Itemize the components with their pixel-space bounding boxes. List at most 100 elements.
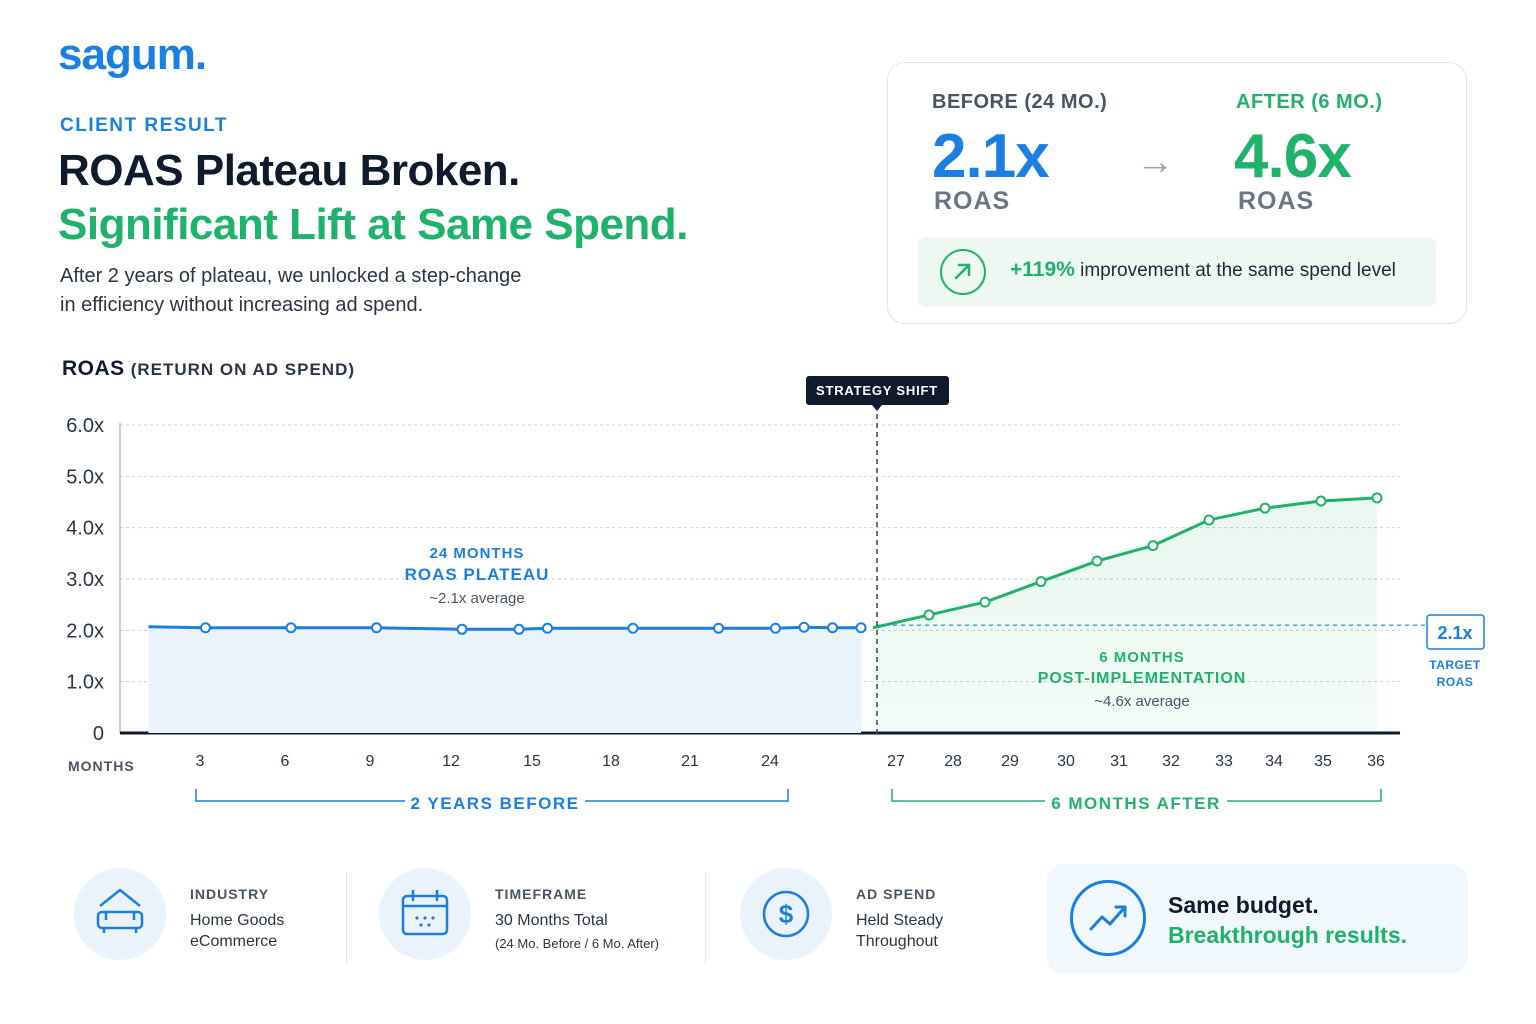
y-tick-label: 5.0x [66, 466, 104, 488]
brand-logo: sagum. [58, 30, 207, 79]
chart-title-main: ROAS [62, 357, 125, 380]
y-tick-label: 6.0x [66, 415, 104, 437]
target-badge [1426, 614, 1485, 650]
after-data-point [1315, 495, 1327, 507]
x-tick-label: 35 [1314, 753, 1332, 770]
before-data-point [456, 623, 468, 635]
svg-text:$: $ [779, 899, 794, 929]
x-tick-label: 29 [1001, 753, 1019, 770]
before-data-point [285, 622, 297, 634]
improvement-banner: +119% improvement at the same spend leve… [918, 237, 1436, 307]
after-value: 4.6x [1234, 122, 1352, 191]
y-tick-label: 3.0x [66, 569, 104, 591]
after-unit: ROAS [1238, 187, 1315, 215]
x-tick-label: 36 [1367, 753, 1385, 770]
after-data-point [1147, 540, 1159, 552]
stat-divider [346, 872, 347, 964]
y-tick-label: 2.0x [66, 620, 104, 642]
arrow-up-right-icon [940, 249, 986, 295]
before-unit: ROAS [934, 187, 1011, 215]
after-area [873, 497, 1377, 733]
eyebrow-label: CLIENT RESULT [60, 115, 228, 136]
improvement-pct: +119% [1010, 258, 1075, 281]
stat-timeframe-line1: 30 Months Total [495, 912, 608, 929]
stat-divider [705, 872, 706, 964]
calendar-icon [379, 868, 471, 960]
stat-timeframe-line2: (24 Mo. Before / 6 Mo. After) [495, 936, 660, 951]
bracket-after-left [891, 789, 1045, 802]
y-tick-label: 4.0x [66, 518, 104, 540]
stat-spend-label: AD SPEND [856, 886, 937, 902]
x-tick-label: 12 [442, 753, 460, 770]
x-tick-label: 18 [602, 753, 620, 770]
x-tick-label: 6 [281, 753, 290, 770]
before-data-point [513, 623, 525, 635]
after-data-point [979, 596, 991, 608]
y-tick-label: 1.0x [66, 672, 104, 694]
before-data-point [827, 622, 838, 634]
before-data-point [200, 622, 211, 634]
after-annotation-1: 6 MONTHS [1099, 649, 1185, 666]
trending-up-icon [1070, 880, 1146, 956]
subtitle: After 2 years of plateau, we unlocked a … [60, 262, 600, 320]
bracket-before-label: 2 YEARS BEFORE [410, 794, 579, 813]
target-caption-1: TARGET [1429, 658, 1481, 672]
strategy-shift-label: STRATEGY SHIFT [816, 383, 938, 398]
after-label: AFTER (6 MO.) [1236, 91, 1383, 113]
x-tick-label: 28 [944, 753, 962, 770]
subtitle-line1: After 2 years of plateau, we unlocked a … [60, 265, 522, 287]
after-data-point [1203, 514, 1215, 526]
comparison-card: BEFORE (24 MO.) 2.1x ROAS → AFTER (6 MO.… [887, 62, 1467, 324]
x-tick-label: 9 [366, 753, 375, 770]
headline-line1: ROAS Plateau Broken. [58, 146, 520, 195]
y-tick-label: 0 [93, 723, 104, 745]
before-data-point [798, 621, 810, 633]
before-annotation-2: ROAS PLATEAU [405, 565, 550, 584]
before-data-point [371, 622, 382, 634]
target-value: 2.1x [1437, 623, 1472, 643]
improvement-text: +119% improvement at the same spend leve… [1010, 258, 1396, 282]
callout-line2: Breakthrough results. [1168, 922, 1407, 948]
after-series-line [872, 496, 1378, 630]
sofa-icon [74, 868, 166, 960]
dollar-icon: $ [740, 868, 832, 960]
stat-spend-line1: Held Steady [856, 912, 944, 929]
before-value: 2.1x [932, 122, 1050, 191]
x-axis-label: MONTHS [68, 758, 135, 774]
strategy-shift-pointer [872, 405, 882, 411]
x-tick-label: 33 [1215, 753, 1233, 770]
callout-card: Same budget. Breakthrough results. [1046, 864, 1468, 974]
x-tick-label: 15 [523, 753, 541, 770]
before-annotation-3: ~2.1x average [429, 590, 525, 607]
before-data-point [542, 622, 553, 634]
before-annotation-1: 24 MONTHS [430, 545, 525, 562]
x-tick-label: 30 [1057, 753, 1075, 770]
stat-spend-line2: Throughout [856, 933, 938, 950]
callout-line1: Same budget. [1168, 892, 1319, 918]
bracket-before-right [585, 789, 789, 802]
before-area [148, 626, 861, 733]
stat-industry-line2: eCommerce [190, 933, 278, 950]
x-tick-label: 3 [196, 753, 205, 770]
after-data-point [1091, 555, 1103, 567]
arrow-right-icon: → [1136, 141, 1174, 183]
before-data-point [855, 622, 867, 634]
stat-industry-label: INDUSTRY [190, 886, 270, 902]
after-data-point [1035, 576, 1047, 588]
before-data-point [713, 622, 724, 634]
target-caption-2: ROAS [1437, 675, 1474, 689]
after-data-point [1371, 492, 1383, 504]
stat-industry-line1: Home Goods [190, 912, 285, 929]
bracket-after-label: 6 MONTHS AFTER [1051, 794, 1221, 813]
subtitle-line2: in efficiency without increasing ad spen… [60, 294, 424, 316]
chart-title: ROAS (RETURN ON AD SPEND) [62, 357, 355, 381]
headline-line2: Significant Lift at Same Spend. [58, 200, 688, 249]
after-annotation-2: POST-IMPLEMENTATION [1038, 670, 1247, 687]
x-tick-label: 24 [761, 753, 779, 770]
x-tick-label: 31 [1110, 753, 1128, 770]
x-tick-label: 27 [887, 753, 905, 770]
before-label: BEFORE (24 MO.) [932, 91, 1108, 113]
bracket-after-right [1227, 789, 1382, 802]
after-data-point [1259, 502, 1271, 514]
after-annotation-3: ~4.6x average [1094, 693, 1190, 710]
